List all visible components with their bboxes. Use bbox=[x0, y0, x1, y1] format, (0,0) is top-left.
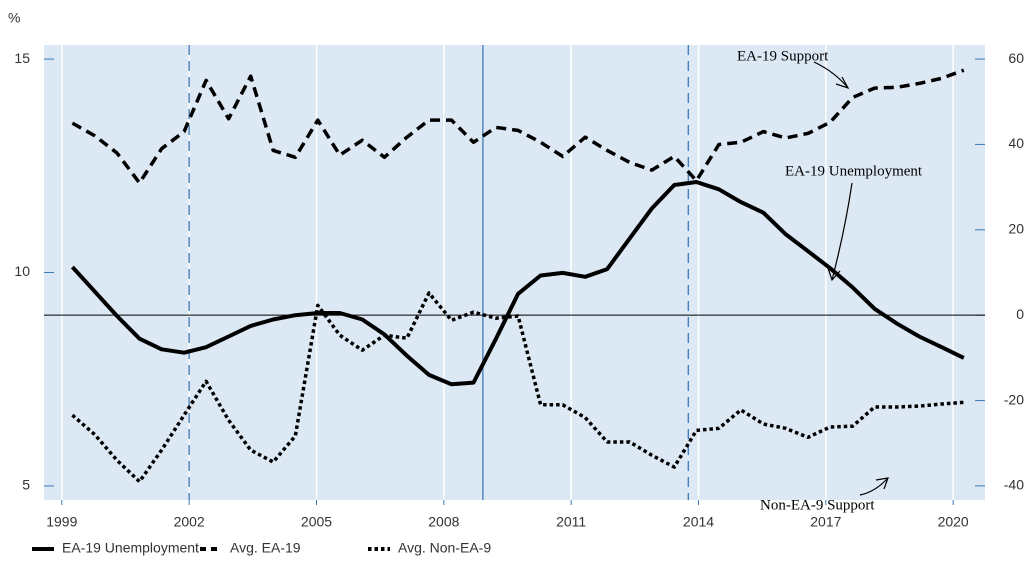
series-line bbox=[71, 68, 965, 185]
y-axis-label: % bbox=[8, 10, 20, 26]
legend-label: Avg. EA-19 bbox=[230, 540, 301, 556]
legend-label: EA-19 Unemployment bbox=[62, 540, 199, 556]
annotation: EA-19 Support bbox=[737, 48, 829, 64]
arrow-head bbox=[875, 477, 889, 490]
legend-label: Avg. Non-EA-9 bbox=[398, 540, 491, 556]
series-line bbox=[70, 180, 965, 387]
series-line bbox=[71, 291, 964, 484]
x-tick-label: 1999 bbox=[46, 514, 77, 530]
annotation: EA-19 Unemployment bbox=[785, 163, 923, 179]
y2-tick-label: 60 bbox=[1008, 50, 1024, 66]
x-tick-label: 2011 bbox=[556, 514, 586, 530]
x-tick-label: 2002 bbox=[174, 514, 205, 530]
y2-tick-label: 20 bbox=[1008, 221, 1024, 237]
annotation: Non-EA-9 Support bbox=[760, 497, 875, 513]
x-tick-label: 2020 bbox=[938, 514, 969, 530]
plot-area bbox=[44, 45, 985, 500]
y-tick-label: 15 bbox=[14, 50, 30, 66]
y2-tick-label: 40 bbox=[1008, 135, 1024, 151]
y2-tick-label: -20 bbox=[1004, 391, 1024, 407]
y2-tick-label: 0 bbox=[1016, 306, 1024, 322]
annotation-arrow bbox=[859, 477, 889, 496]
y-tick-label: 10 bbox=[14, 263, 30, 279]
annotation-arrow bbox=[813, 61, 849, 89]
y-tick-label: 5 bbox=[22, 477, 30, 493]
arrow-head bbox=[835, 76, 850, 90]
arrow-head bbox=[827, 267, 841, 282]
x-tick-label: 2017 bbox=[810, 514, 841, 530]
x-tick-label: 2005 bbox=[301, 514, 332, 530]
x-tick-label: 2008 bbox=[428, 514, 459, 530]
x-tick-label: 2014 bbox=[683, 514, 714, 530]
y2-tick-label: -40 bbox=[1004, 477, 1024, 493]
annotation-arrow bbox=[831, 182, 853, 281]
